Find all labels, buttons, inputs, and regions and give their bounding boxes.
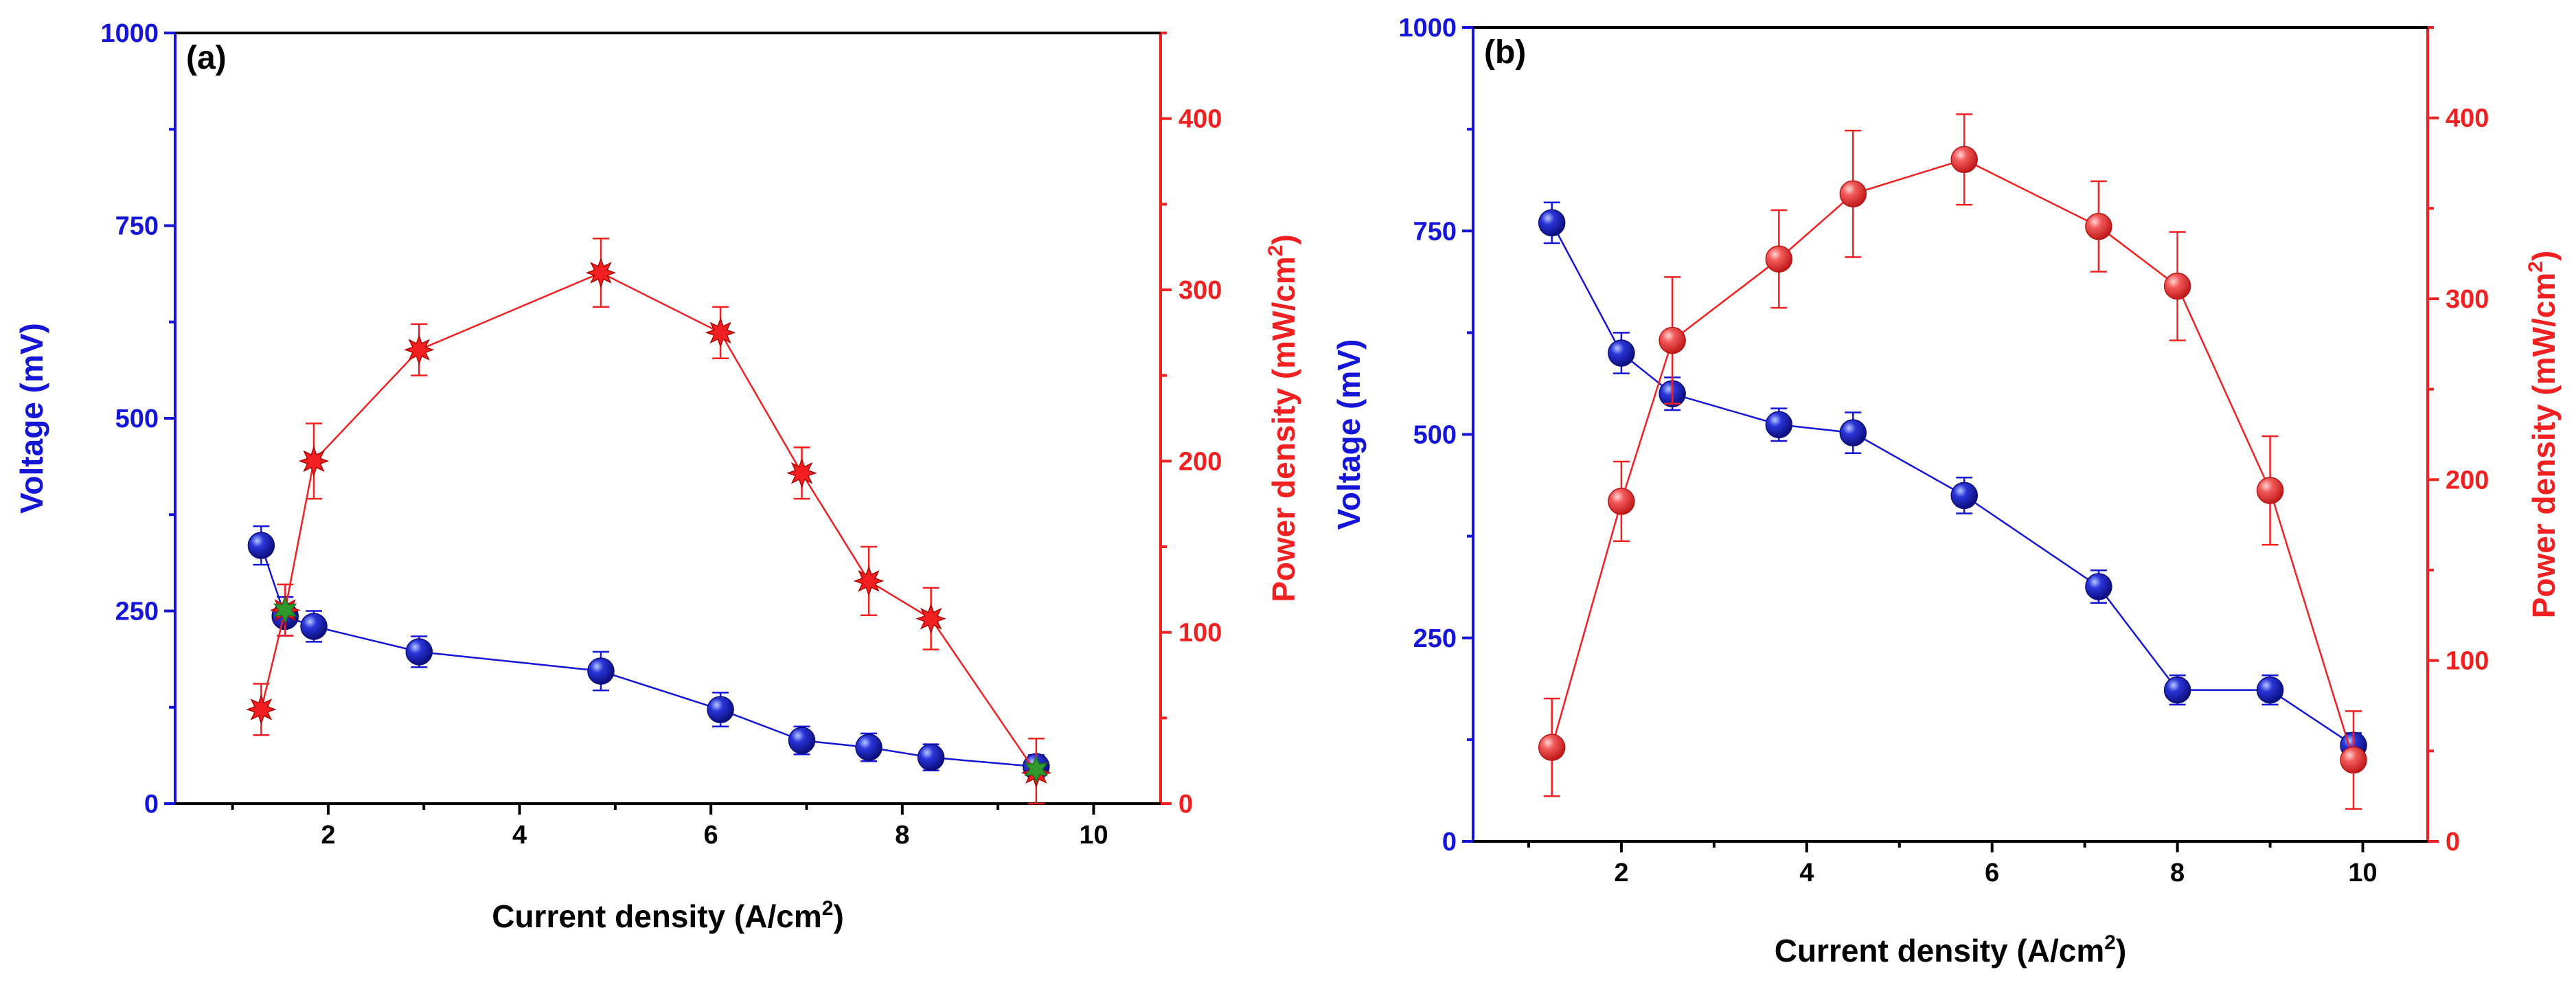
green-marker	[1024, 756, 1049, 783]
left-tick-label: 250	[1413, 624, 1457, 653]
left-tick-label: 0	[1442, 828, 1457, 857]
green-marker	[273, 596, 297, 624]
power-point	[1839, 180, 1867, 208]
right-tick-label: 0	[1178, 790, 1193, 819]
right-axis-title: Power density (mW/cm2)	[1264, 234, 1301, 602]
voltage-point	[707, 696, 734, 723]
right-tick-label: 200	[2446, 466, 2489, 495]
power-point	[298, 446, 330, 477]
left-axis-title: Voltage (mV)	[1331, 339, 1367, 530]
left-tick-label: 0	[144, 790, 159, 819]
voltage-point	[2256, 676, 2284, 704]
voltage-point	[300, 613, 328, 640]
x-tick-label: 2	[1614, 859, 1628, 887]
power-point	[1538, 734, 1566, 761]
x-axis-title: Current density (A/cm2)	[492, 897, 844, 934]
x-tick-label: 4	[1799, 859, 1814, 887]
right-tick-label: 300	[1178, 276, 1222, 305]
power-point	[705, 317, 736, 348]
right-tick-label: 300	[2446, 285, 2489, 314]
x-axis-title: Current density (A/cm2)	[1775, 931, 2127, 968]
left-tick-label: 1000	[1398, 14, 1457, 43]
voltage-point	[247, 532, 275, 559]
voltage-point	[1765, 411, 1793, 439]
power-line	[260, 271, 1037, 773]
left-tick-label: 750	[115, 212, 159, 241]
left-tick-label: 750	[1413, 217, 1457, 246]
voltage-point	[2085, 573, 2112, 600]
x-tick-label: 4	[512, 821, 527, 850]
power-point	[1608, 488, 1635, 515]
left-tick-label: 500	[1413, 421, 1457, 450]
voltage-line	[1551, 222, 2354, 747]
right-tick-label: 100	[2446, 647, 2489, 676]
voltage-point	[1950, 481, 1978, 510]
power-point	[2085, 212, 2112, 240]
voltage-point	[405, 638, 433, 666]
x-tick-label: 8	[895, 821, 909, 850]
panel-label: (b)	[1484, 34, 1526, 71]
right-tick-label: 100	[1178, 619, 1222, 648]
voltage-point	[2163, 676, 2191, 704]
x-tick-label: 6	[1985, 859, 1999, 887]
voltage-point	[1839, 419, 1867, 446]
voltage-point	[587, 657, 615, 685]
x-tick-label: 2	[321, 821, 335, 850]
power-point	[1950, 146, 1978, 173]
x-tick-label: 6	[704, 821, 718, 850]
left-tick-label: 250	[115, 598, 159, 626]
power-line	[1551, 158, 2355, 760]
power-point	[915, 603, 946, 634]
right-tick-label: 0	[2446, 828, 2460, 857]
right-tick-label: 200	[1178, 447, 1222, 476]
voltage-line	[260, 545, 1037, 768]
power-point	[853, 565, 885, 597]
power-point	[2256, 477, 2284, 504]
x-tick-label: 10	[1079, 821, 1108, 850]
x-tick-label: 10	[2348, 859, 2377, 887]
voltage-point	[855, 734, 882, 761]
voltage-point	[917, 743, 945, 771]
power-point	[2340, 746, 2367, 774]
right-tick-label: 400	[1178, 105, 1222, 134]
panel-a: 0 250 500 750 1000 0 100 200 300 400 2 4 6 8 10 Current…	[14, 19, 1301, 934]
power-point	[404, 334, 435, 365]
left-tick-label: 1000	[100, 19, 159, 48]
voltage-point	[1538, 209, 1566, 237]
voltage-point	[788, 727, 816, 754]
power-point	[585, 257, 617, 288]
voltage-point	[1608, 339, 1635, 367]
power-point	[2163, 272, 2191, 300]
left-tick-label: 500	[115, 405, 159, 433]
power-point	[246, 694, 277, 725]
right-tick-label: 400	[2446, 104, 2489, 133]
x-tick-label: 8	[2170, 859, 2185, 887]
left-axis-title: Voltage (mV)	[14, 323, 49, 514]
right-axis-title: Power density (mW/cm2)	[2524, 251, 2562, 619]
power-point	[786, 457, 817, 489]
power-point	[1659, 326, 1686, 354]
panel-label: (a)	[186, 40, 227, 76]
panel-b: 0 250 500 750 1000 0 100 200 300 400 2 4 6 8 10 Current…	[1331, 14, 2562, 968]
power-point	[1765, 245, 1793, 273]
